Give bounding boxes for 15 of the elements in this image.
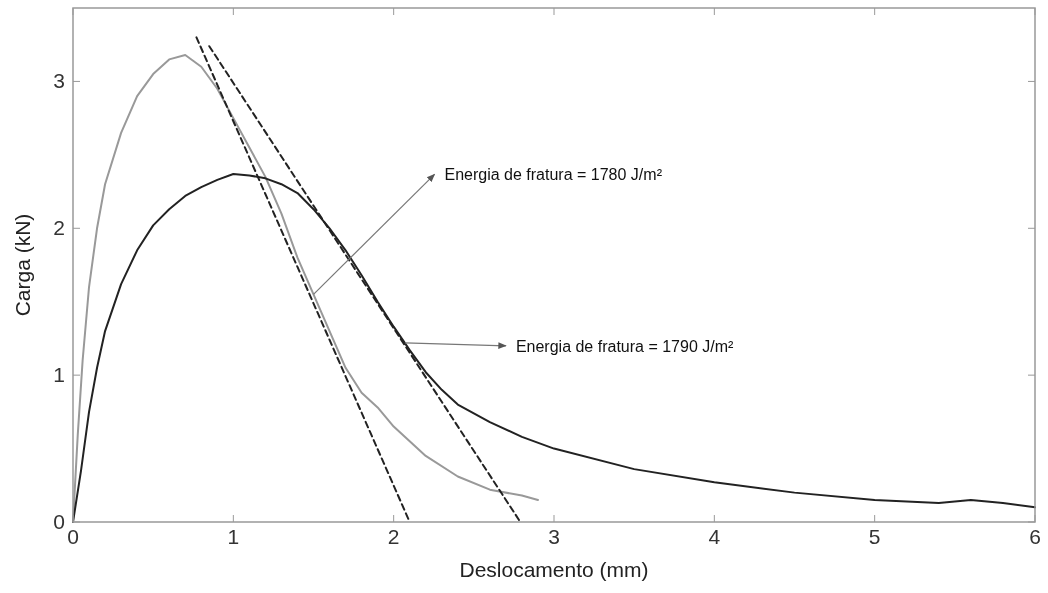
x-tick-label: 5: [868, 525, 881, 548]
x-tick-label: 2: [387, 525, 400, 548]
y-tick-label: 2: [53, 216, 65, 240]
x-axis-title: Deslocamento (mm): [459, 558, 649, 581]
annotation: Energia de fratura = 1790 J/m²: [515, 337, 735, 355]
x-tick-label: 4: [708, 525, 721, 548]
y-axis-title: Carga (kN): [11, 213, 34, 317]
x-tick-label: 1: [227, 525, 240, 548]
x-tick-label: 0: [67, 525, 79, 548]
y-tick-label: 3: [53, 69, 65, 93]
y-tick-label: 1: [53, 363, 65, 387]
annotation: Energia de fratura = 1780 J/m²: [444, 166, 663, 184]
x-tick-label: 6: [1029, 525, 1041, 548]
y-tick-label: 0: [53, 510, 65, 533]
x-tick-label: 3: [548, 525, 560, 548]
